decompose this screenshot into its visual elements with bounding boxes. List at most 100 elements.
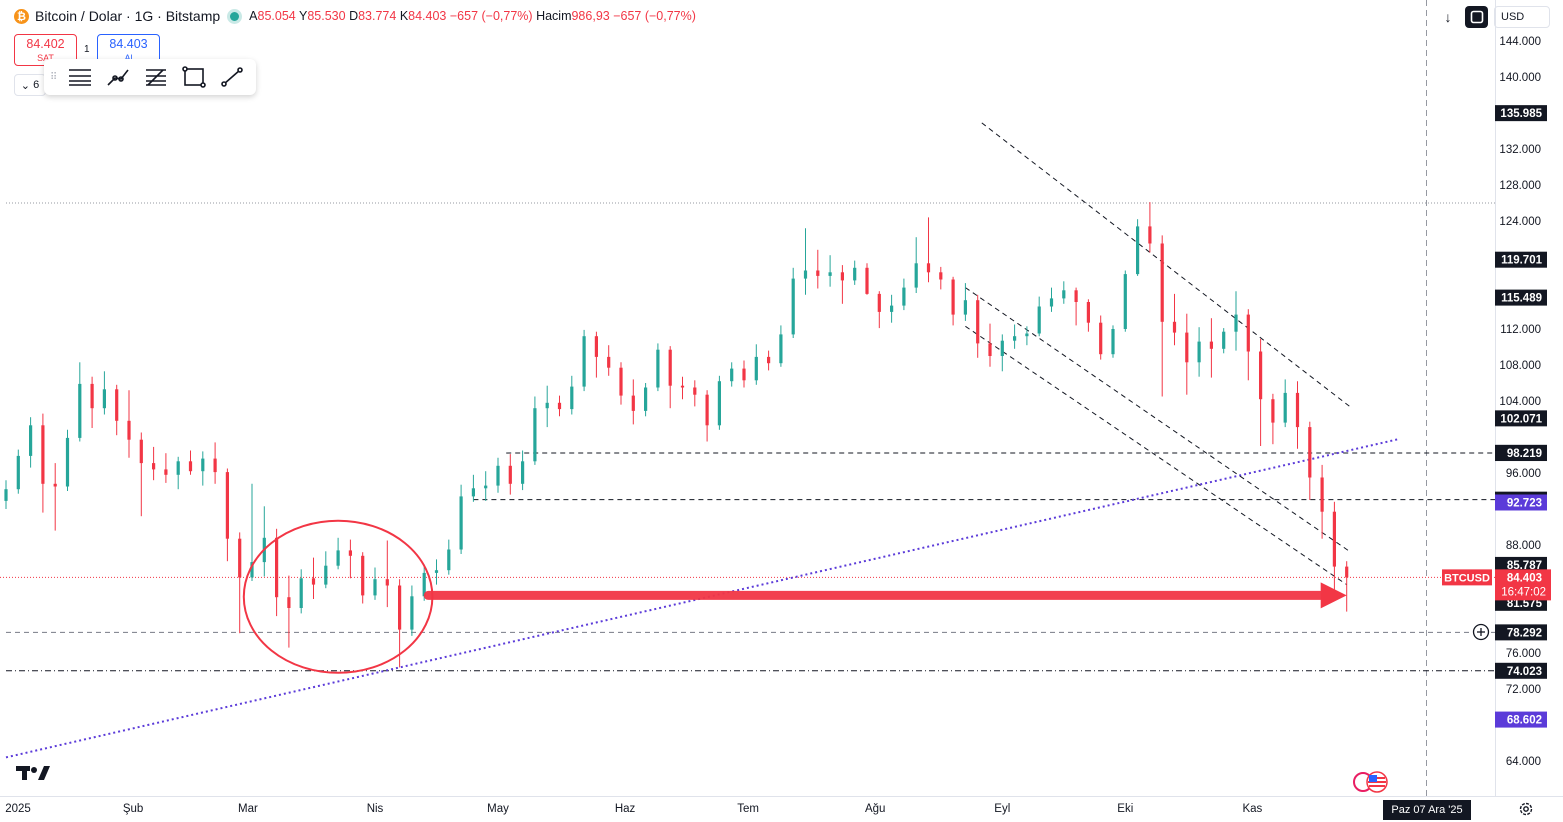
candle-body xyxy=(1074,290,1078,302)
candle xyxy=(102,371,106,415)
fit-screen-icon[interactable] xyxy=(1465,6,1488,28)
candle-body xyxy=(361,555,365,596)
candle-body xyxy=(1185,332,1189,363)
candle-body xyxy=(1234,314,1238,332)
candle-body xyxy=(521,461,525,484)
candle-body xyxy=(1037,306,1041,334)
candle xyxy=(1345,561,1349,612)
price-label: 98.219 xyxy=(1495,445,1547,462)
candle xyxy=(1259,338,1263,446)
rectangle-icon[interactable] xyxy=(178,63,210,91)
trend-line-icon[interactable] xyxy=(102,63,134,91)
candle-body xyxy=(127,420,131,440)
candle-body xyxy=(988,343,992,356)
x-tick-label: Eki xyxy=(1117,803,1133,815)
candle-body xyxy=(29,425,33,456)
candle xyxy=(287,575,291,648)
us-flag-icon[interactable] xyxy=(1352,771,1390,793)
x-tick-label: Nis xyxy=(367,803,384,815)
candle xyxy=(828,255,832,287)
candle-body xyxy=(1295,392,1300,428)
candle-body xyxy=(1209,341,1213,349)
long-position-icon[interactable] xyxy=(64,63,96,91)
candle xyxy=(484,471,488,501)
currency-select[interactable]: USD xyxy=(1494,6,1550,28)
price-label-text: 92.723 xyxy=(1507,497,1542,509)
candle-body xyxy=(570,386,574,410)
open-value: 85.054 xyxy=(257,9,296,23)
candle-body xyxy=(791,278,795,335)
buy-label: Al xyxy=(124,53,133,63)
symbol-title[interactable]: Bitcoin / Dolar · 1G · Bitstamp xyxy=(35,8,221,24)
low-value: 83.774 xyxy=(358,9,397,23)
candle xyxy=(188,450,193,475)
candle-body xyxy=(668,349,672,386)
candle xyxy=(90,376,94,428)
candle xyxy=(1111,325,1115,358)
price-label-bg xyxy=(1495,289,1547,306)
candle-body xyxy=(926,263,931,273)
candle xyxy=(1013,324,1017,349)
candle-body xyxy=(1259,351,1263,400)
candle xyxy=(545,385,549,428)
candle-body xyxy=(348,550,352,556)
candle xyxy=(1062,281,1066,304)
price-label: 115.489 xyxy=(1495,289,1547,306)
scroll-down-icon[interactable]: ↓ xyxy=(1444,9,1452,25)
collapse-indicators-button[interactable]: ⌄ 6 xyxy=(14,74,46,96)
candle-body xyxy=(139,439,143,464)
candle-body xyxy=(1308,427,1312,478)
tradingview-logo-icon[interactable] xyxy=(16,764,50,787)
y-tick-label: 124.000 xyxy=(1499,216,1541,228)
candle-body xyxy=(152,463,156,470)
candle-body xyxy=(644,387,648,411)
arrow-head xyxy=(1320,582,1347,609)
price-label: 74.023 xyxy=(1495,662,1547,679)
line-tool-icon[interactable] xyxy=(216,63,248,91)
high-value: 85.530 xyxy=(307,9,346,23)
candle xyxy=(890,294,894,323)
candle xyxy=(508,454,512,495)
candle-body xyxy=(914,263,918,288)
candle-body xyxy=(705,394,709,426)
candle xyxy=(65,429,70,491)
symbol-tag-text: BTCUSD xyxy=(1444,572,1490,584)
settings-gear-icon[interactable] xyxy=(1518,801,1534,817)
candle xyxy=(127,390,131,458)
candle xyxy=(4,480,8,509)
candle xyxy=(213,442,217,484)
candle-body xyxy=(398,585,402,630)
candle xyxy=(840,265,844,304)
price-label-text: 135.985 xyxy=(1500,108,1542,120)
candle-body xyxy=(890,305,894,312)
candle-body xyxy=(1197,341,1201,363)
price-label-text: 115.489 xyxy=(1501,293,1542,305)
candle-body xyxy=(1025,333,1029,337)
candle xyxy=(767,350,771,371)
volume-label: Hacim xyxy=(536,9,572,23)
candle xyxy=(963,283,967,321)
candle-body xyxy=(1148,226,1152,244)
candle-body xyxy=(385,579,389,586)
candle-body xyxy=(582,336,586,387)
candle xyxy=(644,383,648,417)
live-status-icon xyxy=(230,11,240,21)
candle xyxy=(668,346,672,409)
fib-retracement-icon[interactable] xyxy=(140,63,172,91)
candle-body xyxy=(1099,322,1103,355)
drawing-toolbar-grip-icon[interactable]: ⠿ xyxy=(50,71,58,83)
price-label: 92.723 xyxy=(1495,494,1547,511)
candle xyxy=(1332,501,1336,590)
candle-body xyxy=(717,381,721,426)
drawing-toolbar: ⠿ xyxy=(44,59,256,95)
sell-label: SAT xyxy=(37,53,54,63)
candle-body xyxy=(447,549,451,571)
candle xyxy=(164,453,168,483)
candle xyxy=(1234,291,1238,351)
add-alert-plus-icon[interactable] xyxy=(1472,623,1490,641)
candle-body xyxy=(865,267,869,294)
candle xyxy=(1136,219,1140,276)
candle-body xyxy=(1111,329,1115,355)
candle xyxy=(754,344,758,385)
